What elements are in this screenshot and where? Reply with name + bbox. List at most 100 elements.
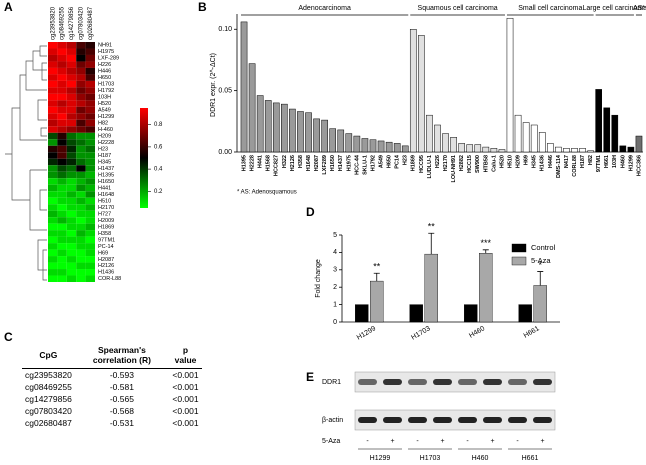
heatmap-cell — [85, 210, 95, 218]
band — [383, 417, 402, 423]
heatmap-cell — [66, 256, 77, 263]
significance: ** — [428, 222, 436, 232]
bar — [619, 145, 627, 153]
row-label: H1437 — [98, 166, 114, 172]
heatmap-cell — [76, 191, 86, 198]
table-row: cg02680487 -0.531 <0.001 — [22, 417, 202, 429]
band — [458, 379, 477, 385]
x-tick-label: 97TM1 — [596, 155, 602, 172]
bar — [603, 107, 611, 153]
heatmap-cell — [76, 119, 86, 127]
x-tick-label: H1299 — [356, 325, 377, 341]
bar — [533, 285, 547, 323]
error-bar — [428, 232, 435, 255]
heatmap-cell — [76, 171, 86, 179]
row-label: 103H — [98, 95, 111, 101]
x-tick-label: LUDLU-1 — [427, 155, 433, 179]
heatmap-cell — [48, 113, 58, 120]
heatmap-cell — [48, 191, 58, 198]
row-label: H446 — [98, 69, 111, 75]
band — [483, 379, 502, 385]
table-cell: cg08469255 — [25, 382, 72, 392]
x-tick-label: HCC-44 — [354, 154, 360, 175]
heatmap-cell — [48, 243, 58, 250]
bar — [385, 141, 393, 153]
bar — [329, 128, 337, 153]
x-tick-label: A549 — [379, 155, 385, 168]
y-tick-label: 0.00 — [218, 149, 232, 156]
bar — [466, 144, 474, 153]
heatmap-cell — [66, 249, 77, 257]
row-label: H187 — [98, 153, 111, 159]
heatmap-cell — [85, 126, 95, 133]
row-label: H69 — [98, 250, 108, 256]
heatmap-cell — [66, 119, 77, 127]
x-tick-label: H69 — [524, 155, 530, 165]
table-cell: <0.001 — [172, 394, 199, 404]
heatmap-cell — [57, 165, 67, 172]
legend-label: 5-Aza — [531, 256, 551, 265]
heatmap-cell — [76, 249, 86, 257]
bar — [530, 124, 538, 153]
heatmap-cell — [57, 67, 67, 75]
row-label: H1299 — [98, 114, 114, 120]
table-row: cg07803420 -0.568 <0.001 — [22, 405, 202, 417]
bar — [264, 100, 272, 153]
row-label: PC-14 — [98, 244, 114, 250]
heatmap-cell — [66, 100, 77, 107]
panel-label: D — [306, 205, 315, 219]
x-tick-label: H209 — [516, 155, 522, 168]
heatmap-cell — [76, 87, 86, 94]
bar — [522, 122, 530, 153]
bar — [563, 148, 570, 153]
bar — [409, 29, 417, 153]
x-tick-label: H441 — [258, 155, 264, 168]
row-label: H345 — [98, 159, 111, 165]
heatmap-cell — [66, 93, 77, 101]
bar — [555, 146, 562, 153]
heatmap-cell — [76, 184, 86, 192]
legend-label: Control — [531, 243, 556, 252]
heatmap-cell — [76, 223, 86, 231]
heatmap-cell — [76, 269, 86, 276]
bar — [240, 21, 248, 153]
bar — [345, 133, 353, 153]
heatmap-cell — [66, 106, 77, 114]
heatmap-cell — [48, 42, 58, 49]
group-label: Large cell carcinoma — [582, 5, 646, 12]
x-tick-label: H1568 — [266, 155, 272, 171]
heatmap-cell — [85, 74, 95, 81]
bar — [426, 114, 433, 153]
row-label: H-460 — [98, 127, 113, 133]
heatmap-cell — [48, 132, 58, 140]
panel-label: A — [4, 0, 13, 14]
x-tick-label: H2126 — [290, 155, 296, 171]
y-tick-label: 2 — [333, 284, 337, 291]
heatmap-cell — [57, 48, 67, 55]
group-label: Small cell carcinoma — [518, 5, 582, 12]
heatmap-cell — [76, 230, 86, 237]
x-tick-label: H510 — [507, 155, 513, 168]
heatmap-cell — [76, 210, 86, 218]
table-row: cg08469255 -0.581 <0.001 — [22, 381, 202, 393]
heatmap-cell — [76, 217, 86, 224]
heatmap-cell — [48, 210, 58, 218]
heatmap-cell — [66, 145, 77, 153]
heatmap-cell — [76, 256, 86, 263]
y-tick-label: 0 — [333, 319, 337, 326]
heatmap-cell — [48, 262, 58, 270]
bar — [479, 253, 493, 323]
heatmap-cell — [48, 158, 58, 166]
heatmap-cell — [57, 100, 67, 107]
bar — [627, 146, 635, 153]
band — [358, 417, 377, 423]
bar — [289, 108, 296, 153]
row-label: H82 — [98, 121, 108, 127]
row-label: LXF-289 — [98, 56, 119, 62]
heatmap-cell — [85, 67, 95, 75]
bar — [297, 111, 304, 153]
heatmap-cell — [48, 165, 58, 172]
x-tick-label: SW900 — [475, 155, 481, 173]
cell-line-label: H460 — [472, 455, 489, 462]
